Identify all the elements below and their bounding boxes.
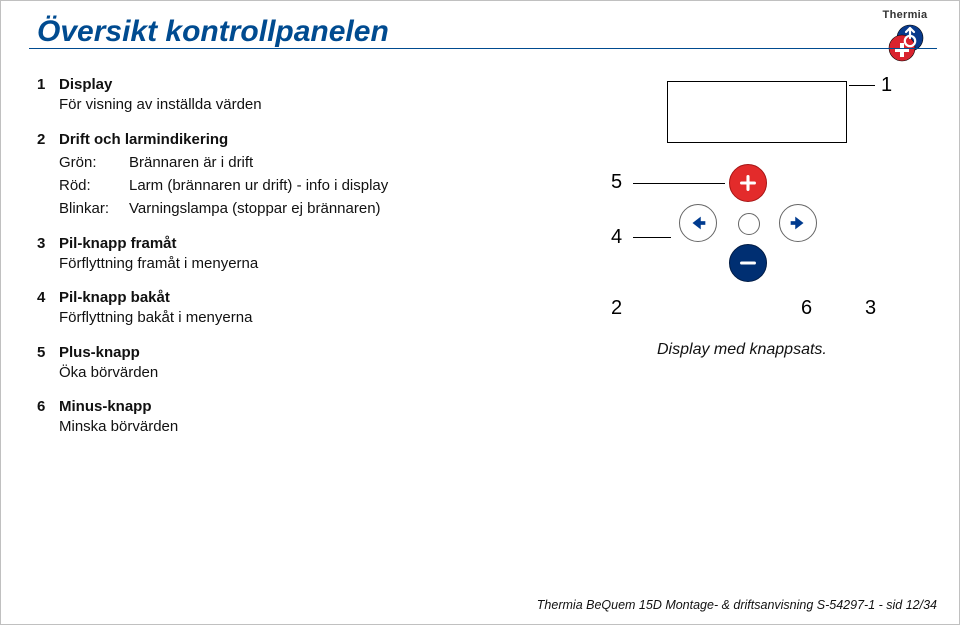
diagram-caption: Display med knappsats.: [657, 341, 827, 359]
legend-number: 1: [37, 75, 59, 116]
legend-line: Röd: Larm (brännaren ur drift) - info i …: [59, 176, 497, 196]
minus-button-icon: [729, 244, 767, 282]
legend-item: 3 Pil-knapp framåt Förflyttning framåt i…: [37, 234, 497, 275]
page-footer: Thermia BeQuem 15D Montage- & driftsanvi…: [537, 598, 937, 612]
legend-item: 5 Plus-knapp Öka börvärden: [37, 343, 497, 384]
legend-number: 4: [37, 288, 59, 329]
callout-2: 2: [611, 297, 622, 320]
legend-line: Grön: Brännaren är i drift: [59, 153, 497, 173]
legend-number: 3: [37, 234, 59, 275]
legend-line: Förflyttning bakåt i menyerna: [59, 308, 497, 328]
brand-logo: Thermia: [873, 9, 937, 65]
callout-1: 1: [881, 74, 892, 97]
display-rect: [667, 81, 847, 143]
legend-item: 1 Display För visning av inställda värde…: [37, 75, 497, 116]
callout-5: 5: [611, 171, 622, 194]
legend-line: Öka börvärden: [59, 363, 497, 383]
callout-4: 4: [611, 226, 622, 249]
brand-icon: [883, 21, 927, 65]
legend-title: Pil-knapp framåt: [59, 234, 497, 254]
brand-name: Thermia: [873, 9, 937, 21]
legend-title: Minus-knapp: [59, 397, 497, 417]
legend-item: 2 Drift och larmindikering Grön: Brännar…: [37, 130, 497, 220]
legend-number: 5: [37, 343, 59, 384]
legend-number: 6: [37, 397, 59, 438]
arrow-right-button-icon: [779, 204, 817, 242]
legend-value: Varningslampa (stoppar ej brännaren): [129, 199, 381, 219]
legend-title: Display: [59, 75, 497, 95]
legend-value: Larm (brännaren ur drift) - info i displ…: [129, 176, 388, 196]
plus-button-icon: [729, 164, 767, 202]
leader-line: [633, 183, 725, 184]
callout-3: 3: [865, 297, 876, 320]
legend-title: Pil-knapp bakåt: [59, 288, 497, 308]
legend-value: Brännaren är i drift: [129, 153, 253, 173]
header-rule: [29, 48, 937, 49]
page: Översikt kontrollpanelen Thermia 1 Displ…: [0, 0, 960, 625]
legend-number: 2: [37, 130, 59, 220]
legend-item: 4 Pil-knapp bakåt Förflyttning bakåt i m…: [37, 288, 497, 329]
legend-list: 1 Display För visning av inställda värde…: [37, 75, 497, 452]
keypad-diagram: 1 5 4 2 6 3 Display med knappsats.: [571, 71, 901, 411]
leader-line: [633, 237, 671, 238]
legend-key: Blinkar:: [59, 199, 129, 219]
arrow-left-button-icon: [679, 204, 717, 242]
legend-line: Minska börvärden: [59, 417, 497, 437]
legend-title: Plus-knapp: [59, 343, 497, 363]
legend-item: 6 Minus-knapp Minska börvärden: [37, 397, 497, 438]
leader-line: [849, 85, 875, 86]
center-indicator-icon: [738, 213, 760, 235]
legend-line: Förflyttning framåt i menyerna: [59, 254, 497, 274]
legend-title: Drift och larmindikering: [59, 130, 497, 150]
legend-key: Grön:: [59, 153, 129, 173]
legend-line: För visning av inställda värden: [59, 95, 497, 115]
legend-key: Röd:: [59, 176, 129, 196]
page-title: Översikt kontrollpanelen: [37, 15, 389, 49]
legend-line: Blinkar: Varningslampa (stoppar ej bränn…: [59, 199, 497, 219]
callout-6: 6: [801, 297, 812, 320]
